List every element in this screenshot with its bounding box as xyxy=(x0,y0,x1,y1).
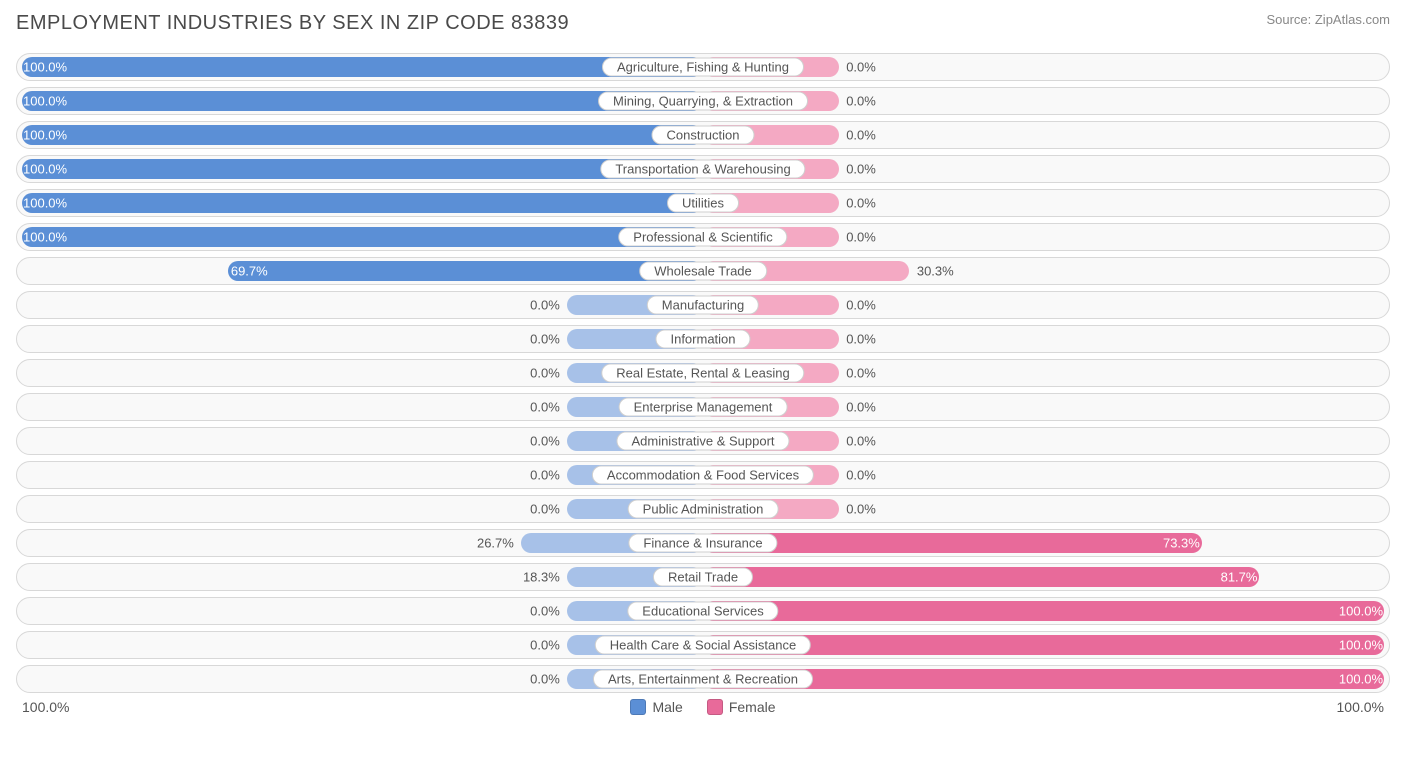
category-label: Enterprise Management xyxy=(619,398,788,417)
male-pct-label: 0.0% xyxy=(530,502,560,517)
chart-legend: Male Female xyxy=(69,699,1336,715)
female-pct-label: 0.0% xyxy=(846,230,876,245)
female-pct-label: 0.0% xyxy=(846,400,876,415)
female-pct-label: 0.0% xyxy=(846,502,876,517)
chart-row: Information 0.0% 0.0% xyxy=(16,325,1390,353)
female-pct-label: 100.0% xyxy=(1339,672,1383,687)
chart-row: Educational Services 0.0% 100.0% xyxy=(16,597,1390,625)
chart-row: Utilities 100.0% 0.0% xyxy=(16,189,1390,217)
female-pct-label: 0.0% xyxy=(846,434,876,449)
chart-row: Construction 100.0% 0.0% xyxy=(16,121,1390,149)
chart-row: Manufacturing 0.0% 0.0% xyxy=(16,291,1390,319)
female-pct-label: 81.7% xyxy=(1221,570,1258,585)
chart-source: Source: ZipAtlas.com xyxy=(1266,12,1390,27)
legend-swatch-female xyxy=(707,699,723,715)
female-pct-label: 0.0% xyxy=(846,468,876,483)
chart-row: Health Care & Social Assistance 0.0% 100.0… xyxy=(16,631,1390,659)
category-label: Finance & Insurance xyxy=(628,534,777,553)
category-label: Educational Services xyxy=(627,602,778,621)
female-pct-label: 30.3% xyxy=(917,264,954,279)
female-pct-label: 100.0% xyxy=(1339,638,1383,653)
category-label: Accommodation & Food Services xyxy=(592,466,814,485)
female-pct-label: 0.0% xyxy=(846,366,876,381)
chart-row: Accommodation & Food Services 0.0% 0.0% xyxy=(16,461,1390,489)
chart-row: Mining, Quarrying, & Extraction 100.0% 0.0… xyxy=(16,87,1390,115)
female-pct-label: 0.0% xyxy=(846,298,876,313)
chart-area: Agriculture, Fishing & Hunting 100.0% 0.0%… xyxy=(16,53,1390,693)
chart-row: Transportation & Warehousing 100.0% 0.0% xyxy=(16,155,1390,183)
legend-label-female: Female xyxy=(729,699,776,715)
male-pct-label: 100.0% xyxy=(23,60,67,75)
male-pct-label: 0.0% xyxy=(530,366,560,381)
male-pct-label: 0.0% xyxy=(530,400,560,415)
female-bar xyxy=(703,567,1259,587)
male-bar xyxy=(22,57,703,77)
male-pct-label: 0.0% xyxy=(530,332,560,347)
category-label: Administrative & Support xyxy=(616,432,789,451)
axis-right-label: 100.0% xyxy=(1337,699,1384,715)
category-label: Transportation & Warehousing xyxy=(600,160,805,179)
category-label: Professional & Scientific xyxy=(618,228,787,247)
female-pct-label: 0.0% xyxy=(846,60,876,75)
category-label: Real Estate, Rental & Leasing xyxy=(601,364,804,383)
male-pct-label: 100.0% xyxy=(23,196,67,211)
female-pct-label: 73.3% xyxy=(1163,536,1200,551)
female-pct-label: 0.0% xyxy=(846,162,876,177)
legend-item-male: Male xyxy=(630,699,682,715)
category-label: Arts, Entertainment & Recreation xyxy=(593,670,813,689)
female-pct-label: 0.0% xyxy=(846,332,876,347)
male-pct-label: 0.0% xyxy=(530,434,560,449)
male-pct-label: 100.0% xyxy=(23,162,67,177)
legend-label-male: Male xyxy=(652,699,682,715)
male-pct-label: 69.7% xyxy=(231,264,268,279)
female-bar xyxy=(703,533,1202,553)
chart-row: Real Estate, Rental & Leasing 0.0% 0.0% xyxy=(16,359,1390,387)
female-pct-label: 0.0% xyxy=(846,94,876,109)
male-pct-label: 0.0% xyxy=(530,672,560,687)
legend-item-female: Female xyxy=(707,699,776,715)
chart-title: EMPLOYMENT INDUSTRIES BY SEX IN ZIP CODE… xyxy=(16,12,569,35)
male-bar xyxy=(22,227,703,247)
category-label: Manufacturing xyxy=(647,296,759,315)
category-label: Mining, Quarrying, & Extraction xyxy=(598,92,808,111)
category-label: Information xyxy=(655,330,750,349)
chart-row: Administrative & Support 0.0% 0.0% xyxy=(16,427,1390,455)
male-pct-label: 0.0% xyxy=(530,604,560,619)
category-label: Construction xyxy=(652,126,755,145)
category-label: Utilities xyxy=(667,194,739,213)
category-label: Health Care & Social Assistance xyxy=(595,636,811,655)
chart-footer: 100.0% Male Female 100.0% xyxy=(16,699,1390,715)
male-bar xyxy=(22,125,703,145)
chart-row: Enterprise Management 0.0% 0.0% xyxy=(16,393,1390,421)
chart-row: Arts, Entertainment & Recreation 0.0% 100.… xyxy=(16,665,1390,693)
category-label: Wholesale Trade xyxy=(639,262,767,281)
category-label: Retail Trade xyxy=(653,568,753,587)
axis-left-label: 100.0% xyxy=(22,699,69,715)
chart-row: Agriculture, Fishing & Hunting 100.0% 0.0% xyxy=(16,53,1390,81)
male-pct-label: 26.7% xyxy=(477,536,514,551)
male-pct-label: 0.0% xyxy=(530,298,560,313)
chart-row: Retail Trade 18.3% 81.7% xyxy=(16,563,1390,591)
male-pct-label: 100.0% xyxy=(23,230,67,245)
chart-header: EMPLOYMENT INDUSTRIES BY SEX IN ZIP CODE… xyxy=(16,12,1390,35)
chart-row: Public Administration 0.0% 0.0% xyxy=(16,495,1390,523)
chart-row: Wholesale Trade 69.7% 30.3% xyxy=(16,257,1390,285)
chart-row: Finance & Insurance 26.7% 73.3% xyxy=(16,529,1390,557)
category-label: Public Administration xyxy=(628,500,779,519)
legend-swatch-male xyxy=(630,699,646,715)
female-pct-label: 0.0% xyxy=(846,128,876,143)
female-bar xyxy=(703,601,1384,621)
male-pct-label: 0.0% xyxy=(530,638,560,653)
chart-row: Professional & Scientific 100.0% 0.0% xyxy=(16,223,1390,251)
female-pct-label: 100.0% xyxy=(1339,604,1383,619)
female-pct-label: 0.0% xyxy=(846,196,876,211)
male-pct-label: 18.3% xyxy=(523,570,560,585)
male-pct-label: 0.0% xyxy=(530,468,560,483)
male-bar xyxy=(228,261,703,281)
category-label: Agriculture, Fishing & Hunting xyxy=(602,58,804,77)
male-pct-label: 100.0% xyxy=(23,128,67,143)
male-bar xyxy=(22,193,703,213)
male-pct-label: 100.0% xyxy=(23,94,67,109)
